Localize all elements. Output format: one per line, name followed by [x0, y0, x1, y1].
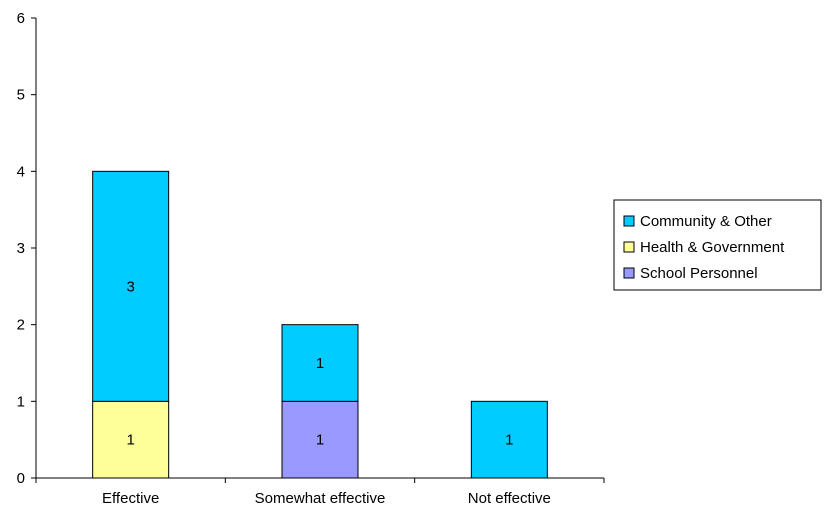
data-label: 1 [316, 432, 324, 449]
legend-label: Community & Other [640, 213, 772, 230]
legend-swatch-health-and-government [623, 241, 635, 253]
y-tick-label: 3 [17, 240, 25, 257]
x-category-label: Effective [102, 490, 159, 507]
legend-frame [613, 199, 822, 291]
y-tick-label: 5 [17, 87, 25, 104]
y-tick-label: 4 [17, 163, 25, 180]
bar-segment-community-and-other [470, 400, 548, 479]
y-ticks-group: 0 1 2 3 4 5 6 [17, 10, 36, 487]
data-label: 1 [505, 432, 513, 449]
bar-segment-community-and-other [92, 170, 170, 402]
bar-segment-community-and-other [281, 324, 359, 402]
x-category-label: Not effective [468, 490, 551, 507]
legend-swatch-community-and-other [623, 215, 635, 227]
data-label: 1 [126, 432, 134, 449]
y-tick-label: 6 [17, 10, 25, 27]
y-tick-label: 2 [17, 317, 25, 334]
legend: Community & Other Health & Government Scho… [613, 199, 822, 291]
bars-group: 1 3 1 1 1 [92, 170, 548, 479]
x-category-label: Somewhat effective [255, 490, 386, 507]
x-categories-group: Effective Somewhat effective Not effective [35, 478, 605, 507]
legend-label: Health & Government [640, 239, 785, 256]
legend-swatch-school-personnel [623, 267, 635, 279]
y-tick-label: 0 [17, 470, 25, 487]
legend-label: School Personnel [640, 265, 758, 282]
data-label: 3 [126, 278, 134, 295]
bar-segment-health-and-government [92, 400, 170, 479]
data-label: 1 [316, 355, 324, 372]
y-tick-label: 1 [17, 393, 25, 410]
